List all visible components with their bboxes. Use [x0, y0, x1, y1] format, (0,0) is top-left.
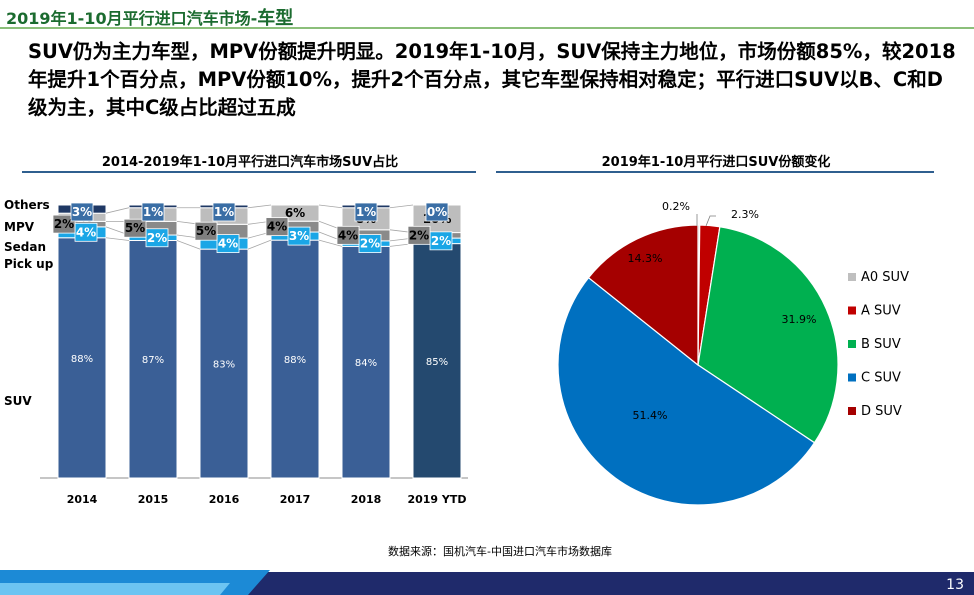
legend-swatch-d-suv — [848, 407, 856, 415]
legend-label-c-suv: C SUV — [861, 371, 901, 386]
data-label: 85% — [426, 357, 448, 368]
legend-label-a-suv: A SUV — [861, 304, 901, 319]
data-label-box — [141, 202, 165, 222]
bar-segment-suv-2014 — [57, 237, 107, 479]
data-label: 4% — [267, 220, 287, 234]
series-connector-line — [176, 240, 201, 250]
header-title: 2019年1-10月平行进口汽车市场-车型 — [6, 4, 293, 30]
bar-chart-title-rule — [22, 171, 476, 173]
x-tick-label: 2016 — [209, 493, 240, 506]
data-label-box — [336, 225, 360, 245]
legend-label-d-suv: D SUV — [861, 404, 902, 419]
data-label: 3% — [72, 205, 92, 219]
data-label-box — [145, 228, 169, 248]
pie-data-label: 51.4% — [633, 409, 668, 422]
data-label: 83% — [213, 360, 235, 371]
series-connector-line — [247, 204, 272, 209]
footer-accent-light — [0, 583, 230, 595]
series-connector-line — [318, 204, 343, 209]
data-label-box — [216, 234, 240, 254]
legend-swatch-a-suv — [848, 306, 856, 315]
legend-label-pick-up: Pick up — [4, 257, 54, 271]
data-label-box — [123, 218, 147, 238]
data-label: 2% — [360, 237, 380, 251]
page-number: 13 — [946, 577, 964, 593]
legend-label-suv: SUV — [4, 394, 32, 408]
series-connector-line — [247, 239, 272, 250]
pie-slice-d-suv — [587, 224, 699, 367]
data-label-box — [265, 217, 289, 237]
headline: SUV仍为主力车型，MPV份额提升明显。2019年1-10月，SUV保持主力地位… — [28, 40, 956, 119]
bar-segment-suv-2017 — [270, 239, 320, 479]
header-title-accent: 车型 — [257, 8, 294, 29]
pie-data-label: 0.2% — [662, 200, 690, 213]
bar-segment-suv-2019-ytd — [412, 243, 462, 479]
data-label: 6% — [285, 206, 305, 220]
data-label: 88% — [71, 354, 93, 365]
data-label-box — [425, 202, 449, 222]
x-tick-label: 2014 — [67, 493, 98, 506]
data-label: 88% — [284, 355, 306, 366]
series-connector-line — [105, 207, 130, 214]
x-tick-label: 2015 — [138, 493, 169, 506]
legend-label-sedan: Sedan — [4, 240, 46, 254]
series-connector-line — [318, 239, 343, 247]
legend-label-others: Others — [4, 198, 50, 212]
data-label: 1% — [214, 205, 234, 219]
data-label: 5% — [196, 224, 216, 238]
data-label-box — [70, 202, 94, 222]
pie-data-label: 2.3% — [731, 208, 759, 221]
series-connector-line — [389, 204, 414, 209]
data-label: 1% — [356, 205, 376, 219]
pie-chart-title-rule — [496, 171, 934, 173]
pie-data-label: 14.3% — [628, 252, 663, 265]
data-label: 4% — [338, 228, 358, 242]
pie-chart-title: 2019年1-10月平行进口SUV份额变化 — [601, 155, 831, 170]
data-label-box — [407, 225, 431, 245]
series-connector-line — [105, 237, 130, 241]
data-label: 5% — [125, 221, 145, 235]
legend-swatch-c-suv — [848, 373, 856, 382]
x-tick-label: 2017 — [280, 493, 311, 506]
data-label: 2% — [54, 217, 74, 231]
legend-label-mpv: MPV — [4, 220, 35, 234]
data-label: 3% — [289, 229, 309, 243]
data-label-box — [212, 202, 236, 222]
pie-data-label: 31.9% — [782, 313, 817, 326]
legend-swatch-b-suv — [848, 340, 856, 348]
data-label-box — [194, 221, 218, 241]
data-label: 87% — [142, 355, 164, 366]
data-label: 2% — [147, 231, 167, 245]
header-title-prefix: 2019年1-10月平行进口汽车市场- — [6, 9, 258, 28]
data-label: 2% — [409, 228, 429, 242]
data-label: 4% — [218, 237, 238, 251]
legend-swatch-a0-suv — [848, 273, 856, 281]
x-tick-label: 2018 — [351, 493, 382, 506]
legend-label-a0-suv: A0 SUV — [861, 270, 909, 285]
data-source-note: 数据来源：国机汽车-中国进口汽车市场数据库 — [388, 545, 612, 558]
data-label: 84% — [355, 358, 377, 369]
data-label: 2% — [431, 234, 451, 248]
pie-slice-c-suv — [557, 276, 816, 506]
x-tick-label: 2019 YTD — [407, 493, 466, 506]
bar-segment-suv-2015 — [128, 239, 178, 479]
data-label: 1% — [143, 205, 163, 219]
header-divider — [0, 27, 974, 29]
bar-segment-suv-2018 — [341, 245, 391, 479]
data-label: 0% — [427, 205, 447, 219]
pie-slice-b-suv — [697, 226, 839, 444]
data-label-box — [287, 226, 311, 246]
bar-chart-title: 2014-2019年1-10月平行进口汽车市场SUV占比 — [101, 155, 399, 170]
data-label: 4% — [76, 225, 96, 239]
data-label-box — [354, 202, 378, 222]
bar-segment-mpv-2017 — [270, 204, 320, 222]
bar-segment-suv-2016 — [199, 248, 249, 479]
legend-label-b-suv: B SUV — [861, 337, 901, 352]
pie-leader-line — [705, 215, 716, 227]
data-label-box — [52, 214, 76, 234]
